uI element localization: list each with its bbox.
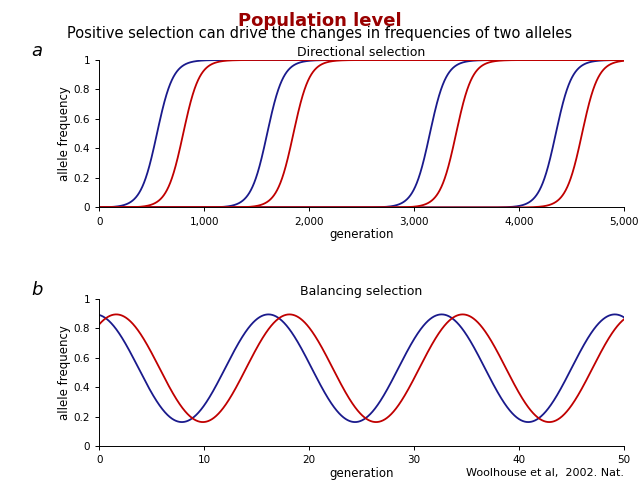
X-axis label: generation: generation [330,228,394,241]
Text: Population level: Population level [238,12,402,30]
Text: b: b [31,281,42,299]
Text: a: a [31,42,42,60]
Title: Directional selection: Directional selection [298,46,426,59]
Title: Balancing selection: Balancing selection [300,285,423,298]
X-axis label: generation: generation [330,467,394,480]
Text: Positive selection can drive the changes in frequencies of two alleles: Positive selection can drive the changes… [67,26,573,41]
Y-axis label: allele frequency: allele frequency [58,325,71,420]
Y-axis label: allele frequency: allele frequency [58,86,71,181]
Text: Woolhouse et al,  2002. Nat.: Woolhouse et al, 2002. Nat. [466,468,624,478]
